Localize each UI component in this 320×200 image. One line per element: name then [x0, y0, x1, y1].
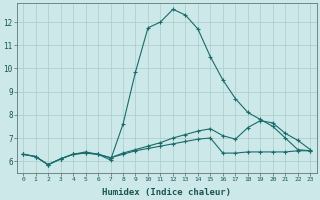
X-axis label: Humidex (Indice chaleur): Humidex (Indice chaleur) — [102, 188, 231, 197]
